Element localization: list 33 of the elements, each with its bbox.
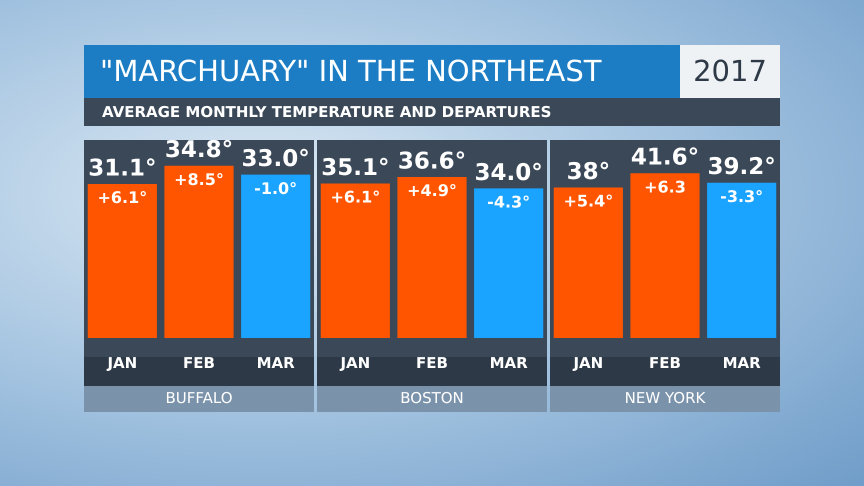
x-tick-label: FEB bbox=[183, 354, 215, 372]
x-tick-label: MAR bbox=[256, 354, 296, 372]
annotation: +6.3 bbox=[644, 177, 686, 196]
data-label: 39.2° bbox=[708, 154, 776, 180]
annotation: -3.3° bbox=[720, 186, 764, 206]
annotation: +6.1° bbox=[97, 188, 148, 208]
x-tick-label: JAN bbox=[106, 354, 138, 372]
data-label: 41.6° bbox=[630, 144, 700, 171]
data-label: 38° bbox=[566, 158, 610, 185]
annotation: +5.4° bbox=[563, 192, 614, 211]
annotation: -4.3° bbox=[487, 192, 530, 212]
annotation: +6.1° bbox=[330, 188, 380, 207]
x-tick-label: JAN bbox=[572, 354, 604, 372]
data-label: 33.0° bbox=[242, 146, 310, 172]
annotation: +8.5° bbox=[174, 170, 224, 189]
annotation: -1.0° bbox=[254, 178, 298, 198]
x-axis-title: BUFFALO bbox=[165, 388, 233, 407]
x-axis-title: NEW YORK bbox=[624, 388, 707, 407]
chart-title: "MARCHUARY" IN THE NORTHEAST bbox=[84, 45, 680, 98]
x-tick-label: FEB bbox=[416, 354, 448, 372]
annotation: +4.9° bbox=[407, 181, 457, 200]
data-label: 36.6° bbox=[398, 148, 466, 174]
data-label: 31.1° bbox=[88, 156, 156, 182]
data-label: 34.0° bbox=[474, 160, 543, 186]
x-tick-label: MAR bbox=[490, 354, 528, 372]
data-label: 34.8° bbox=[164, 137, 234, 164]
x-tick-label: FEB bbox=[649, 354, 681, 372]
text: 2017 bbox=[693, 54, 767, 88]
data-label: 35.1° bbox=[321, 155, 390, 182]
chart-subtitle: AVERAGE MONTHLY TEMPERATURE AND DEPARTURES bbox=[84, 98, 780, 126]
x-tick-label: JAN bbox=[339, 354, 370, 372]
x-axis-title: BOSTON bbox=[400, 388, 464, 407]
x-tick-label: MAR bbox=[722, 354, 762, 372]
